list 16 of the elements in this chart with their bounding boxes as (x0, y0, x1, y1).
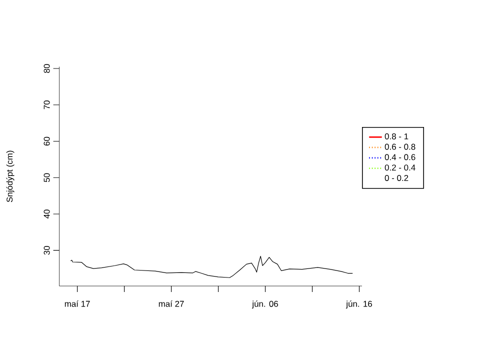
x-tick-label: maí 27 (158, 300, 184, 307)
y-tick-label: 70 (44, 100, 50, 110)
legend-label: 0.4 - 0.6 (384, 154, 416, 160)
y-tick-label: 80 (44, 64, 50, 73)
legend-label: 0.2 - 0.4 (384, 164, 416, 171)
x-tick-label: jún. 16 (346, 300, 372, 309)
y-tick-label: 60 (44, 136, 50, 146)
y-axis-title: Snjódýpt (cm) (6, 150, 14, 202)
legend-label: 0.6 - 0.8 (384, 144, 416, 150)
y-tick-label: 40 (44, 210, 50, 219)
x-tick-label: jún. 06 (252, 300, 278, 309)
legend-label: 0.8 - 1 (384, 133, 408, 140)
y-tick-label: 50 (44, 173, 50, 182)
text: 0 - 0.2 (384, 174, 408, 181)
x-tick-label: maí 17 (64, 300, 90, 307)
y-tick-label: 30 (44, 246, 50, 255)
